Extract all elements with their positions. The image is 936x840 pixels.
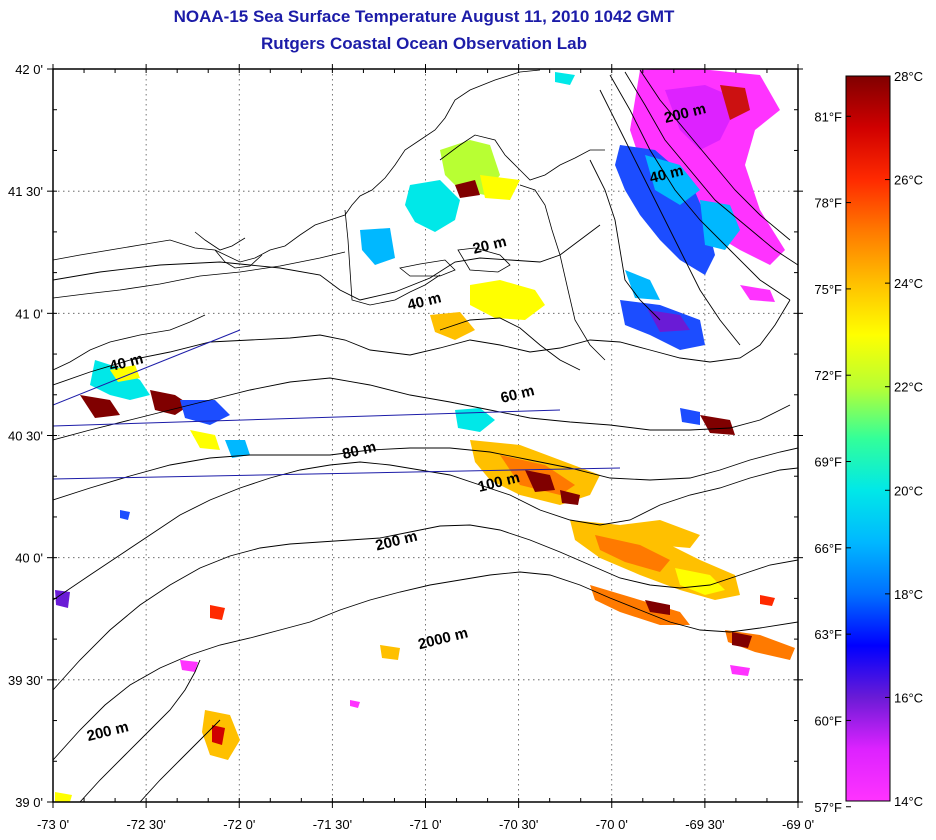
latitude-labels: 42 0' 41 30' 41 0' 40 30' 40 0' 39 30' 39 0' <box>8 62 43 810</box>
lat-label: 41 30' <box>8 184 43 199</box>
colorbar <box>845 75 891 802</box>
axis-ticks <box>47 64 803 808</box>
map-subtitle: Rutgers Coastal Ocean Observation Lab <box>261 34 587 53</box>
transect-line-south <box>53 467 621 480</box>
lon-label: -72 0' <box>223 817 255 832</box>
colorbar-label-c: 22°C <box>894 380 923 395</box>
lat-label: 39 0' <box>15 795 43 810</box>
depth-contour-label: 20 m <box>471 233 508 258</box>
lat-label: 41 0' <box>15 306 43 321</box>
lon-label: -69 30' <box>685 817 724 832</box>
colorbar-label-c: 16°C <box>894 690 923 705</box>
depth-contour-label: 200 m <box>374 528 419 555</box>
transect-line-north <box>53 409 561 427</box>
bathymetry-contours <box>53 69 798 802</box>
colorbar-label-f: 57°F <box>814 800 842 815</box>
lon-label: -71 30' <box>313 817 352 832</box>
lat-label: 39 30' <box>8 673 43 688</box>
colorbar-label-f: 63°F <box>814 627 842 642</box>
lat-label: 40 0' <box>15 551 43 566</box>
longitude-labels: -73 0' -72 30' -72 0' -71 30' -71 0' -70 30' -… <box>37 817 814 832</box>
colorbar-label-f: 81°F <box>814 109 842 124</box>
colorbar-label-c: 24°C <box>894 276 923 291</box>
depth-contour-label: 200 m <box>85 718 130 745</box>
lat-label: 42 0' <box>15 62 43 77</box>
lon-label: -73 0' <box>37 817 69 832</box>
colorbar-label-f: 69°F <box>814 455 842 470</box>
map-title: NOAA-15 Sea Surface Temperature August 1… <box>173 7 675 26</box>
coastline <box>53 69 606 371</box>
colorbar-labels: 28°C 26°C 24°C 22°C 20°C 18°C 16°C 14°C 81°F 78°F… <box>814 69 923 815</box>
lat-label: 40 30' <box>8 429 43 444</box>
lon-label: -69 0' <box>782 817 814 832</box>
depth-contour-label: 40 m <box>108 350 145 375</box>
colorbar-label-f: 75°F <box>814 282 842 297</box>
depth-contour-label: 2000 m <box>416 624 469 653</box>
colorbar-label-f: 78°F <box>814 196 842 211</box>
lon-label: -70 0' <box>596 817 628 832</box>
depth-contour-label: 40 m <box>406 289 443 314</box>
lon-label: -70 30' <box>499 817 538 832</box>
colorbar-label-c: 28°C <box>894 69 923 84</box>
colorbar-label-c: 18°C <box>894 587 923 602</box>
colorbar-label-f: 66°F <box>814 541 842 556</box>
lon-label: -72 30' <box>126 817 165 832</box>
colorbar-label-c: 14°C <box>894 794 923 809</box>
colorbar-label-f: 72°F <box>814 368 842 383</box>
depth-contour-label: 60 m <box>499 382 536 407</box>
colorbar-label-f: 60°F <box>814 713 842 728</box>
colorbar-label-c: 20°C <box>894 483 923 498</box>
lon-label: -71 0' <box>409 817 441 832</box>
depth-contour-label: 80 m <box>341 438 378 463</box>
colorbar-label-c: 26°C <box>894 173 923 188</box>
transect-line-west <box>53 329 241 406</box>
sst-data <box>55 69 795 802</box>
